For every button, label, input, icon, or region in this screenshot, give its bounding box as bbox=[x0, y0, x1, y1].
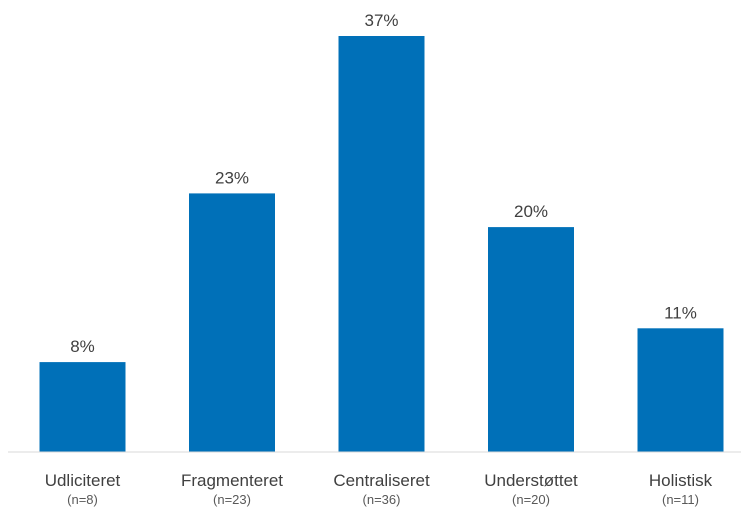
bars-group bbox=[39, 36, 724, 452]
category-label-udliciteret: Udliciteret bbox=[45, 471, 121, 490]
bar-holistisk bbox=[637, 328, 724, 452]
bar-udliciteret bbox=[39, 362, 126, 452]
bar-fragmenteret bbox=[189, 193, 275, 452]
count-label-fragmenteret: (n=23) bbox=[213, 492, 251, 507]
category-label-understottet: Understøttet bbox=[484, 471, 578, 490]
count-label-holistisk: (n=11) bbox=[662, 492, 699, 507]
bar-understottet bbox=[488, 227, 574, 452]
category-label-fragmenteret: Fragmenteret bbox=[181, 471, 283, 490]
count-label-udliciteret: (n=8) bbox=[67, 492, 98, 507]
value-label-centraliseret: 37% bbox=[364, 11, 398, 30]
bar-centraliseret bbox=[338, 36, 425, 452]
category-label-centraliseret: Centraliseret bbox=[333, 471, 430, 490]
value-label-fragmenteret: 23% bbox=[215, 168, 249, 187]
value-label-understottet: 20% bbox=[514, 202, 548, 221]
value-label-holistisk: 11% bbox=[664, 303, 697, 322]
value-labels-group: 8% 23% 37% 20% 11% bbox=[70, 11, 697, 356]
count-label-centraliseret: (n=36) bbox=[363, 492, 401, 507]
count-label-understottet: (n=20) bbox=[512, 492, 550, 507]
category-labels-group: Udliciteret (n=8) Fragmenteret (n=23) Centra… bbox=[45, 471, 713, 507]
value-label-udliciteret: 8% bbox=[70, 337, 95, 356]
category-label-holistisk: Holistisk bbox=[649, 471, 713, 490]
